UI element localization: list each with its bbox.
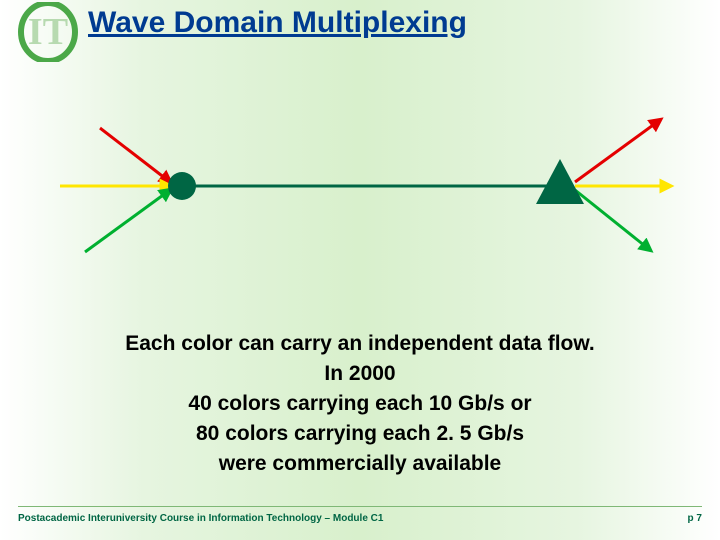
footer-course: Postacademic Interuniversity Course in I… — [18, 513, 383, 524]
svg-text:IT: IT — [28, 11, 68, 53]
body-line-4: 80 colors carrying each 2. 5 Gb/s — [0, 422, 720, 446]
logo: IT — [18, 2, 78, 62]
footer-page: p 7 — [688, 513, 702, 524]
body-line-1: Each color can carry an independent data… — [0, 332, 720, 356]
body-line-3: 40 colors carrying each 10 Gb/s or — [0, 392, 720, 416]
wdm-diagram — [0, 100, 720, 300]
footer: Postacademic Interuniversity Course in I… — [18, 506, 702, 524]
body-line-5: were commercially available — [0, 452, 720, 476]
body-line-2: In 2000 — [0, 362, 720, 386]
slide-title: Wave Domain Multiplexing — [88, 6, 467, 40]
